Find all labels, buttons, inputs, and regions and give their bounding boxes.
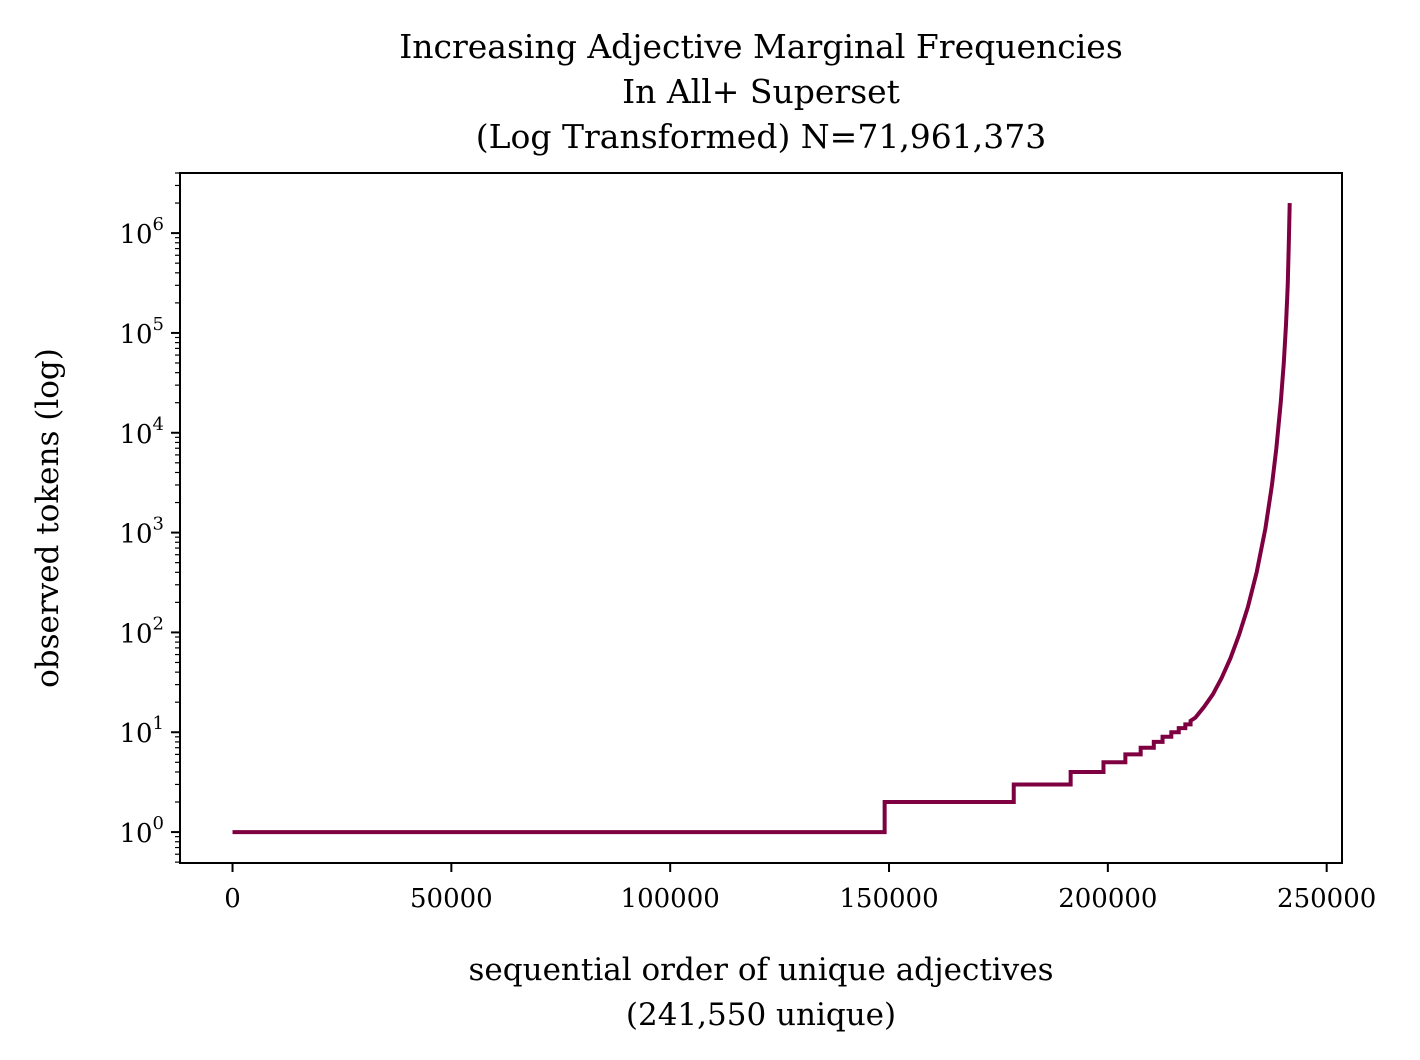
- plot-frame: [179, 172, 1343, 864]
- chart-title: Increasing Adjective Marginal Frequencie…: [399, 27, 1123, 156]
- x-tick-label: 0: [224, 884, 241, 914]
- x-axis-label-line-2: (241,550 unique): [626, 997, 896, 1033]
- y-axis-label: observed tokens (log): [30, 348, 66, 688]
- x-tick-label: 150000: [839, 884, 938, 914]
- y-tick-label: 106: [119, 214, 164, 250]
- y-tick-label: 105: [119, 314, 164, 350]
- chart-title-line-3: (Log Transformed) N=71,961,373: [476, 117, 1047, 156]
- x-tick-label: 250000: [1277, 884, 1376, 914]
- y-tick-label: 103: [119, 514, 164, 550]
- y-tick-label: 101: [119, 713, 164, 749]
- x-axis-label-line-1: sequential order of unique adjectives: [469, 952, 1054, 988]
- series-group: [232, 203, 1292, 835]
- axis-ticks: 0 50000 100000 150000 200000 250000 100 101 102 1…: [119, 172, 1376, 914]
- y-tick-label: 102: [119, 613, 164, 649]
- x-tick-label: 100000: [621, 884, 720, 914]
- y-tick-label: 100: [119, 813, 164, 849]
- chart-title-line-2: In All+ Superset: [622, 72, 900, 111]
- x-tick-label: 200000: [1058, 884, 1157, 914]
- y-tick-label: 104: [119, 414, 164, 450]
- chart-title-line-1: Increasing Adjective Marginal Frequencie…: [399, 27, 1123, 66]
- x-axis-label: sequential order of unique adjectives (24…: [469, 952, 1054, 1033]
- series-line-1: [232, 203, 1292, 835]
- x-tick-label: 50000: [410, 884, 493, 914]
